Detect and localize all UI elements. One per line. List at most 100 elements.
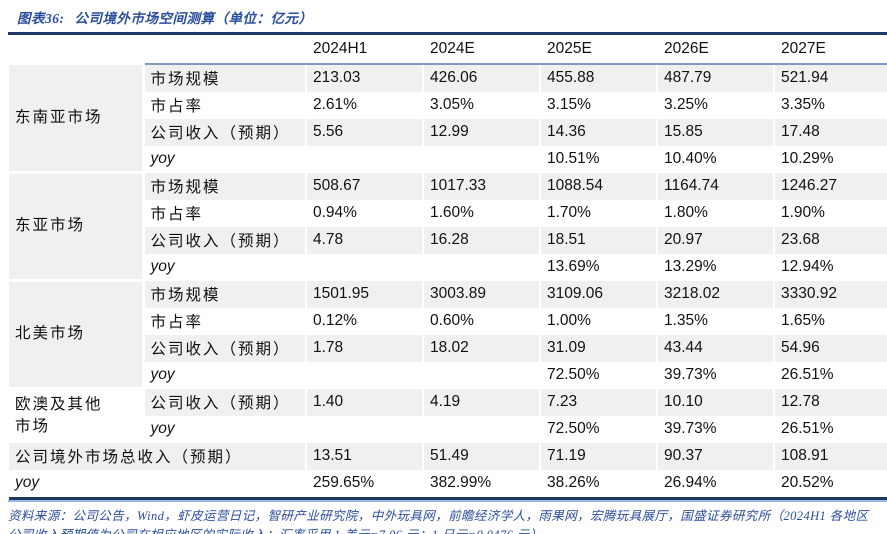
value-cell: 18.02 — [422, 334, 540, 362]
summary-row: 公司境外市场总收入（预期） 13.51 51.49 71.19 90.37 10… — [9, 442, 887, 470]
value-cell: 1088.54 — [539, 172, 657, 200]
value-cell: 43.44 — [656, 334, 774, 362]
header-row: 2024H1 2024E 2025E 2026E 2027E — [8, 33, 887, 65]
value-cell: 1017.33 — [422, 172, 540, 200]
summary-label: 公司境外市场总收入（预期） — [9, 442, 306, 470]
value-cell — [422, 361, 540, 389]
summary-value: 71.19 — [539, 442, 657, 470]
value-cell: 1.90% — [773, 199, 887, 227]
value-cell: 426.06 — [422, 63, 540, 92]
value-cell: 12.78 — [773, 388, 887, 416]
value-cell: 72.50% — [539, 415, 657, 443]
value-cell: 521.94 — [773, 63, 887, 92]
table-row: 市占率 0.12% 0.60% 1.00% 1.35% 1.65% — [9, 307, 887, 335]
value-cell: 0.94% — [305, 199, 423, 227]
table-row: 东亚市场 市场规模 508.67 1017.33 1088.54 1164.74… — [9, 171, 887, 281]
metric-label: 市占率 — [142, 199, 306, 227]
value-cell: 39.73% — [656, 361, 774, 389]
value-cell: 4.19 — [422, 388, 540, 416]
metric-label: 市场规模 — [142, 63, 306, 92]
value-cell — [305, 361, 423, 389]
value-cell — [422, 145, 540, 173]
table-row: 市占率 2.61% 3.05% 3.15% 3.25% 3.35% — [9, 91, 887, 119]
value-cell: 0.12% — [305, 307, 423, 335]
value-cell: 1.78 — [305, 334, 423, 362]
value-cell: 1501.95 — [305, 280, 423, 308]
table-row: yoy 10.51% 10.40% 10.29% — [9, 145, 887, 173]
column-header-2027e: 2027E — [773, 33, 887, 65]
summary-value: 108.91 — [773, 442, 887, 470]
value-cell: 5.56 — [305, 118, 423, 146]
corner-cell — [142, 33, 306, 65]
metric-label: 公司收入（预期） — [142, 118, 306, 146]
figure-title: 图表36: 公司境外市场空间测算（单位：亿元） — [17, 7, 887, 27]
summary-value: 259.65% — [305, 469, 423, 500]
table-row: 公司收入（预期） 1.78 18.02 31.09 43.44 54.96 — [9, 334, 887, 362]
metric-label: 公司收入（预期） — [142, 334, 306, 362]
metric-label: 公司收入（预期） — [142, 226, 306, 254]
value-cell: 3218.02 — [656, 280, 774, 308]
metric-label: 市占率 — [142, 91, 306, 119]
region-label-north-america: 北美市场 — [9, 279, 145, 389]
table-row: 东南亚市场 市场规模 213.03 426.06 455.88 487.79 5… — [9, 62, 887, 173]
metric-label: 市占率 — [142, 307, 306, 335]
table-row: yoy 72.50% 39.73% 26.51% — [9, 415, 887, 443]
value-cell — [305, 415, 423, 443]
table-row: 公司收入（预期） 5.56 12.99 14.36 15.85 17.48 — [9, 118, 887, 146]
value-cell: 54.96 — [773, 334, 887, 362]
value-cell: 7.23 — [539, 388, 657, 416]
summary-value: 38.26% — [539, 469, 657, 500]
value-cell: 20.97 — [656, 226, 774, 254]
value-cell: 455.88 — [539, 63, 657, 92]
table-row: 公司收入（预期） 4.78 16.28 18.51 20.97 23.68 — [9, 226, 887, 254]
figure-number: 图表36: — [17, 11, 65, 26]
value-cell: 1.65% — [773, 307, 887, 335]
value-cell: 1.35% — [656, 307, 774, 335]
value-cell: 23.68 — [773, 226, 887, 254]
value-cell: 15.85 — [656, 118, 774, 146]
summary-label: yoy — [9, 469, 306, 500]
region-label-east-asia: 东亚市场 — [9, 171, 145, 281]
metric-label: 市场规模 — [142, 280, 306, 308]
value-cell: 72.50% — [539, 361, 657, 389]
value-cell: 0.60% — [422, 307, 540, 335]
value-cell: 10.40% — [656, 145, 774, 173]
value-cell: 18.51 — [539, 226, 657, 254]
metric-label: 公司收入（预期） — [142, 388, 306, 416]
value-cell: 1.80% — [656, 199, 774, 227]
value-cell: 3109.06 — [539, 280, 657, 308]
value-cell: 213.03 — [305, 63, 423, 92]
value-cell: 26.51% — [773, 415, 887, 443]
value-cell: 3.25% — [656, 91, 774, 119]
metric-label: 市场规模 — [142, 172, 306, 200]
value-cell — [305, 145, 423, 173]
table-row: yoy 13.69% 13.29% 12.94% — [9, 253, 887, 281]
value-cell: 13.69% — [539, 253, 657, 281]
value-cell: 14.36 — [539, 118, 657, 146]
value-cell — [422, 253, 540, 281]
summary-value: 51.49 — [422, 442, 540, 470]
value-cell: 26.51% — [773, 361, 887, 389]
column-header-2026e: 2026E — [656, 33, 774, 65]
value-cell: 12.99 — [422, 118, 540, 146]
value-cell: 10.29% — [773, 145, 887, 173]
value-cell: 487.79 — [656, 63, 774, 92]
market-forecast-table: 2024H1 2024E 2025E 2026E 2027E 东南亚市场 市场规… — [8, 32, 887, 500]
value-cell: 16.28 — [422, 226, 540, 254]
value-cell: 1.60% — [422, 199, 540, 227]
metric-label: yoy — [142, 145, 306, 173]
summary-value: 13.51 — [305, 442, 423, 470]
summary-yoy-row: yoy 259.65% 382.99% 38.26% 26.94% 20.52% — [9, 469, 887, 500]
value-cell: 10.10 — [656, 388, 774, 416]
source-note: 资料来源：公司公告，Wind，虾皮运营日记，智研产业研究院，中外玩具网，前瞻经济… — [8, 508, 869, 534]
value-cell: 1246.27 — [773, 172, 887, 200]
value-cell: 3.15% — [539, 91, 657, 119]
region-label-europe-oceania-other: 欧澳及其他市场 — [9, 387, 145, 443]
value-cell: 1.70% — [539, 199, 657, 227]
value-cell: 31.09 — [539, 334, 657, 362]
value-cell: 1.40 — [305, 388, 423, 416]
value-cell: 3003.89 — [422, 280, 540, 308]
summary-value: 90.37 — [656, 442, 774, 470]
table-row: 欧澳及其他市场 公司收入（预期） 1.40 4.19 7.23 10.10 12… — [9, 387, 887, 443]
value-cell: 3.35% — [773, 91, 887, 119]
